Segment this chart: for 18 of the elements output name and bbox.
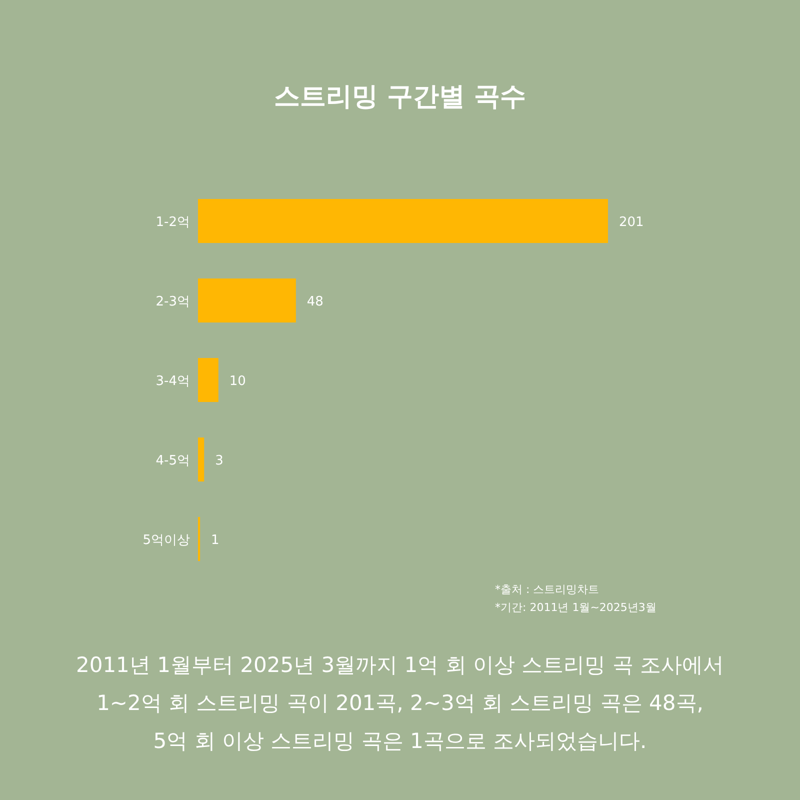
data-label: 48 (306, 294, 324, 310)
bar (198, 199, 608, 243)
data-label: 201 (619, 215, 644, 230)
data-label: 10 (229, 374, 246, 389)
y-tick-label: 4-5억 (156, 454, 190, 468)
chart-title: 스트리밍 구간별 곡수 (274, 82, 526, 112)
y-tick-label: 1-2억 (156, 215, 190, 230)
bar (198, 278, 296, 322)
text: *출처 : 스트리밍차트 (495, 583, 600, 596)
bar (198, 358, 218, 402)
text: 2011년 1월부터 2025년 3월까지 1억 회 이상 스트리밍 곡 조사에서 1~2억 회 스트리밍 곡이 201곡, 2~3억 회 스트리밍 곡은 48곡, 5억 회 이상 스트리밍 곡은 1곡으로 조사되었습니다. (76, 653, 724, 753)
y-tick-label: 5억이상 (142, 533, 190, 548)
y-tick-label: 3-4억 (156, 374, 190, 389)
data-label: 1 (211, 533, 220, 548)
bar (198, 438, 204, 482)
y-tick-label: 2-3억 (156, 294, 190, 310)
text: *기간: 2011년 1월~2025년3월 (495, 601, 656, 614)
data-label: 3 (215, 454, 224, 468)
